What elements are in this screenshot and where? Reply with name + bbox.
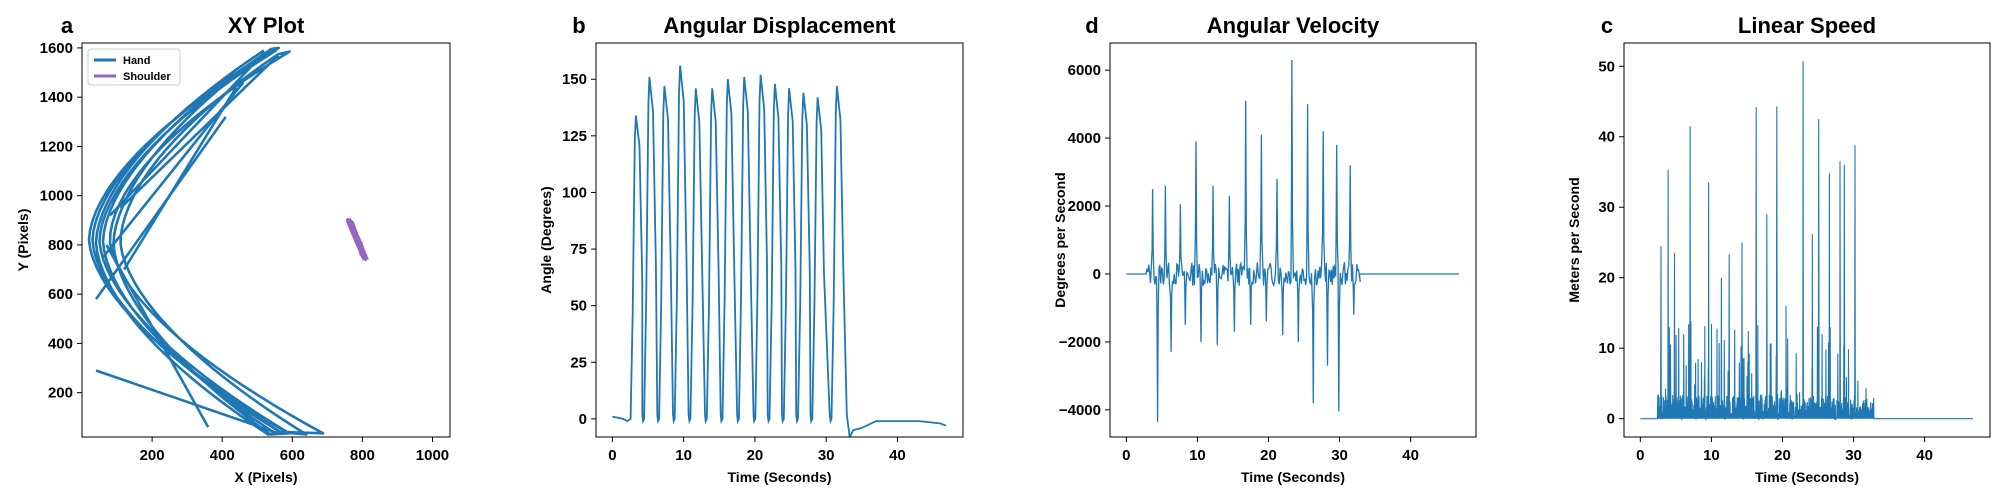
panel-letter: a [61, 13, 74, 38]
y-tick-label: 400 [48, 335, 73, 352]
x-tick-label: 20 [1260, 447, 1277, 464]
x-tick-label: 30 [1331, 447, 1348, 464]
plot-area [87, 46, 369, 436]
y-tick-label: 150 [562, 71, 587, 88]
y-tick-label: 30 [1598, 199, 1615, 216]
x-tick-label: 40 [1402, 447, 1419, 464]
chart-xy: XY Plot a X (Pixels) Y (Pixels) 200 400 600 800… [15, 13, 451, 485]
y-tick-label: −4000 [1059, 402, 1101, 419]
plot-frame [81, 42, 451, 438]
x-tick-label: 20 [1774, 447, 1791, 464]
y-tick-label: 100 [562, 184, 587, 201]
x-tick-label: 800 [350, 447, 375, 464]
x-axis-label: Time (Seconds) [1241, 469, 1345, 485]
series-line-hand-segment [94, 116, 227, 300]
series-line-speed [1640, 61, 1973, 421]
x-tick-label: 400 [210, 447, 235, 464]
y-axis-label: Angle (Degrees) [538, 186, 554, 293]
plot-frame [595, 42, 964, 438]
plot-frame [1109, 42, 1477, 438]
y-axis-label: Degrees per Second [1052, 172, 1068, 307]
chart-title: Angular Velocity [1207, 13, 1380, 38]
y-tick-label: 4000 [1068, 130, 1101, 147]
plot-frame [1623, 42, 1991, 438]
x-tick-label: 30 [1845, 447, 1862, 464]
y-tick-label: 6000 [1068, 62, 1101, 79]
x-tick-label: 0 [1636, 447, 1644, 464]
y-tick-label: 20 [1598, 270, 1615, 287]
y-tick-label: 1200 [40, 138, 73, 155]
x-tick-label: 600 [280, 447, 305, 464]
y-tick-label: 1600 [40, 40, 73, 57]
x-tick-label: 10 [1703, 447, 1720, 464]
y-tick-label: 200 [48, 385, 73, 402]
y-tick-label: 600 [48, 286, 73, 303]
series-line-velocity [1126, 59, 1459, 422]
y-axis-label: Y (Pixels) [15, 209, 31, 272]
panel-letter: c [1601, 13, 1613, 38]
panel-letter: d [1085, 13, 1098, 38]
series-line-hand-segment [109, 66, 252, 217]
x-tick-label: 0 [608, 447, 616, 464]
y-tick-label: 2000 [1068, 198, 1101, 215]
y-tick-label: 1000 [40, 188, 73, 205]
y-tick-label: 50 [570, 298, 587, 315]
chart-lin: Linear Speed c Time (Seconds) Meters per Se… [1566, 13, 1991, 485]
y-tick-label: −2000 [1059, 334, 1101, 351]
x-tick-label: 30 [818, 447, 835, 464]
chart-title: Linear Speed [1738, 13, 1876, 38]
plot-area [1126, 59, 1459, 422]
legend-label: Shoulder [123, 71, 171, 83]
chart-vel: Angular Velocity d Time (Seconds) Degrees p… [1052, 13, 1477, 485]
x-tick-label: 0 [1122, 447, 1130, 464]
x-axis-label: Time (Seconds) [728, 469, 832, 485]
y-tick-label: 0 [1607, 411, 1615, 428]
y-tick-label: 0 [1093, 266, 1101, 283]
y-tick-label: 50 [1598, 58, 1615, 75]
series-line-shoulder [345, 217, 369, 262]
x-tick-label: 10 [675, 447, 692, 464]
x-tick-label: 10 [1189, 447, 1206, 464]
plot-area [612, 65, 947, 437]
y-tick-label: 1400 [40, 89, 73, 106]
y-tick-label: 0 [579, 411, 587, 428]
x-axis-label: X (Pixels) [234, 469, 297, 485]
x-tick-label: 40 [1916, 447, 1933, 464]
plot-area [1640, 61, 1973, 421]
y-axis-label: Meters per Second [1566, 177, 1582, 302]
y-tick-label: 800 [48, 237, 73, 254]
y-tick-label: 10 [1598, 340, 1615, 357]
series-line-angle [612, 65, 947, 437]
x-tick-label: 200 [140, 447, 165, 464]
series-line-hand [87, 46, 325, 436]
panel-letter: b [572, 13, 585, 38]
x-tick-label: 1000 [416, 447, 449, 464]
x-tick-label: 40 [889, 447, 906, 464]
series-line-hand-segment [105, 244, 210, 428]
chart-title: Angular Displacement [663, 13, 896, 38]
legend: Hand Shoulder [87, 48, 181, 86]
series-line-hand-segment [122, 86, 238, 271]
y-tick-label: 75 [570, 241, 587, 258]
x-tick-label: 20 [747, 447, 764, 464]
chart-ang: Angular Displacement b Time (Seconds) Angle… [538, 13, 964, 485]
series-line-hand-segment [95, 369, 279, 435]
y-tick-label: 40 [1598, 129, 1615, 146]
y-tick-label: 25 [570, 354, 587, 371]
x-axis-label: Time (Seconds) [1755, 469, 1859, 485]
chart-title: XY Plot [228, 13, 305, 38]
legend-label: Hand [123, 55, 151, 67]
series-line-hand-segment [119, 54, 280, 209]
y-tick-label: 125 [562, 128, 587, 145]
